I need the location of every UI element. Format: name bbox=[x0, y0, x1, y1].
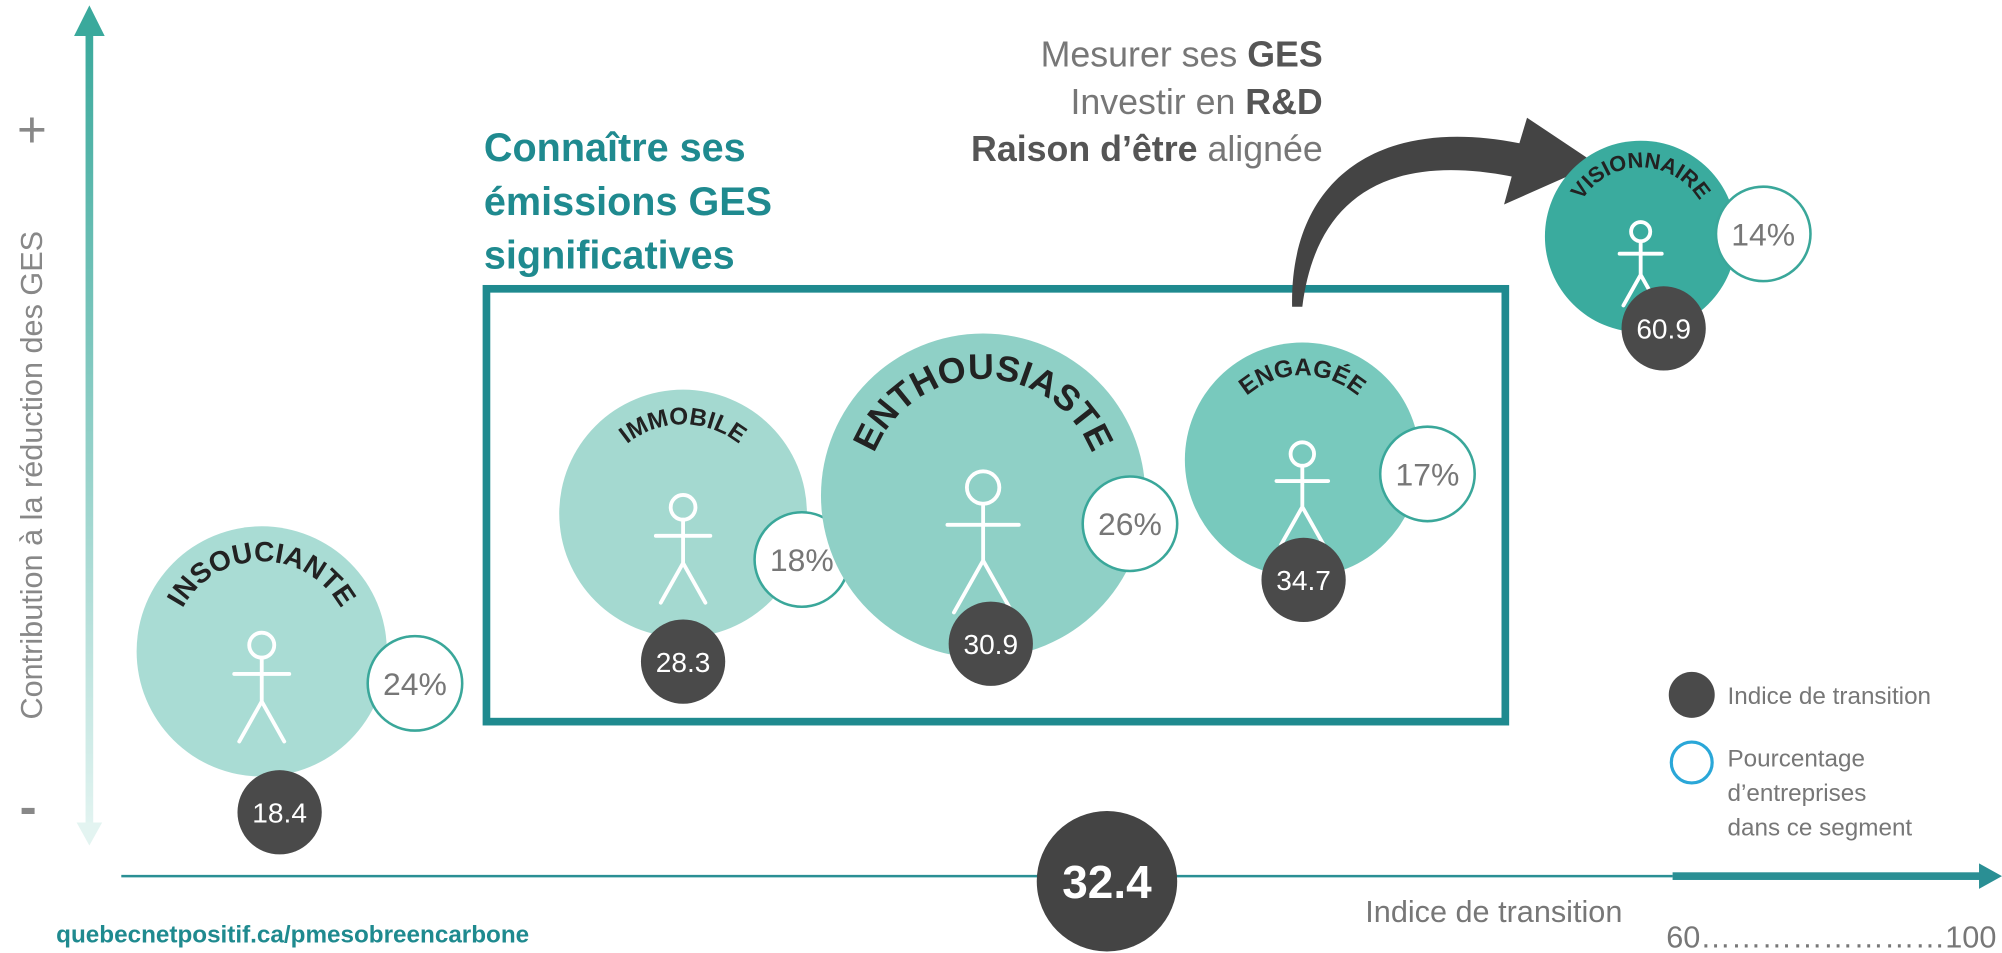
legend-index-swatch bbox=[1669, 672, 1715, 718]
heading-line: Connaître ses bbox=[484, 126, 746, 170]
legend-label: Indice de transition bbox=[1727, 683, 1931, 710]
index-value: 18.4 bbox=[252, 798, 307, 829]
action-text: Raison d’être bbox=[971, 129, 1197, 169]
legend-label: d’entreprises bbox=[1727, 780, 1866, 807]
action-text: R&D bbox=[1245, 82, 1322, 122]
y-axis-label: Contribution à la réduction des GES bbox=[15, 231, 49, 720]
footer-url: quebecnetpositif.ca/pmesobreencarbone bbox=[56, 922, 529, 949]
x-axis-scale: 60……………………100 bbox=[1666, 921, 1996, 953]
index-value: 34.7 bbox=[1276, 565, 1331, 596]
y-axis bbox=[86, 28, 94, 832]
x-arrow bbox=[1979, 863, 2002, 889]
action-line: Mesurer ses GES bbox=[1041, 35, 1323, 75]
index-value: 28.3 bbox=[656, 647, 711, 678]
percent-value: 26% bbox=[1098, 506, 1162, 542]
percent-value: 18% bbox=[770, 542, 834, 578]
x-axis-bold bbox=[1673, 872, 1986, 880]
percent-value: 24% bbox=[383, 666, 447, 702]
action-line: Investir en R&D bbox=[1070, 82, 1322, 122]
y-arrow-top bbox=[74, 5, 105, 36]
action-text: GES bbox=[1247, 35, 1323, 75]
x-axis-label: Indice de transition bbox=[1365, 895, 1622, 929]
legend-label: dans ce segment bbox=[1727, 814, 1912, 841]
infographic: + - Contribution à la réduction des GES Ind… bbox=[0, 0, 2002, 953]
action-line: Raison d’être alignée bbox=[971, 129, 1323, 169]
average-value: 32.4 bbox=[1062, 856, 1152, 908]
heading-line: significatives bbox=[484, 233, 735, 277]
percent-value: 14% bbox=[1731, 216, 1795, 252]
y-minus: - bbox=[20, 778, 37, 835]
index-value: 30.9 bbox=[963, 629, 1018, 660]
index-value: 60.9 bbox=[1636, 314, 1691, 345]
action-text: Mesurer ses bbox=[1041, 35, 1248, 75]
y-plus: + bbox=[17, 101, 47, 158]
action-text: alignée bbox=[1198, 129, 1323, 169]
action-text: Investir en bbox=[1070, 82, 1245, 122]
heading-line: émissions GES bbox=[484, 180, 772, 224]
percent-value: 17% bbox=[1396, 456, 1460, 492]
y-arrow-bottom bbox=[77, 823, 103, 846]
legend-percent-swatch bbox=[1671, 742, 1712, 783]
legend-label: Pourcentage bbox=[1727, 745, 1865, 772]
